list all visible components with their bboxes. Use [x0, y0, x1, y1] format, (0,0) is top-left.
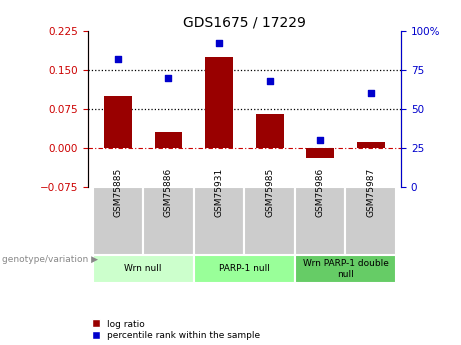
Bar: [306, 148, 334, 158]
Bar: [104, 96, 132, 148]
Bar: [256, 114, 284, 148]
Point: [114, 56, 122, 62]
Bar: [194, 187, 244, 255]
Title: GDS1675 / 17229: GDS1675 / 17229: [183, 16, 306, 30]
Text: genotype/variation ▶: genotype/variation ▶: [2, 255, 98, 264]
Text: GSM75886: GSM75886: [164, 168, 173, 217]
Text: GSM75931: GSM75931: [214, 168, 224, 217]
Point: [165, 75, 172, 80]
Point: [215, 41, 223, 46]
Bar: [205, 57, 233, 148]
Bar: [357, 142, 384, 148]
Bar: [194, 255, 295, 283]
Legend: log ratio, percentile rank within the sample: log ratio, percentile rank within the sa…: [92, 320, 260, 341]
Bar: [244, 187, 295, 255]
Bar: [295, 255, 396, 283]
Text: Wrn null: Wrn null: [124, 264, 162, 273]
Text: PARP-1 null: PARP-1 null: [219, 264, 270, 273]
Point: [367, 90, 374, 96]
Text: GSM75985: GSM75985: [265, 168, 274, 217]
Point: [266, 78, 273, 83]
Bar: [295, 187, 345, 255]
Bar: [143, 187, 194, 255]
Text: GSM75986: GSM75986: [316, 168, 325, 217]
Point: [317, 137, 324, 142]
Bar: [93, 255, 194, 283]
Bar: [154, 132, 183, 148]
Text: GSM75987: GSM75987: [366, 168, 375, 217]
Text: GSM75885: GSM75885: [113, 168, 123, 217]
Bar: [345, 187, 396, 255]
Bar: [93, 187, 143, 255]
Text: Wrn PARP-1 double
null: Wrn PARP-1 double null: [302, 259, 388, 279]
